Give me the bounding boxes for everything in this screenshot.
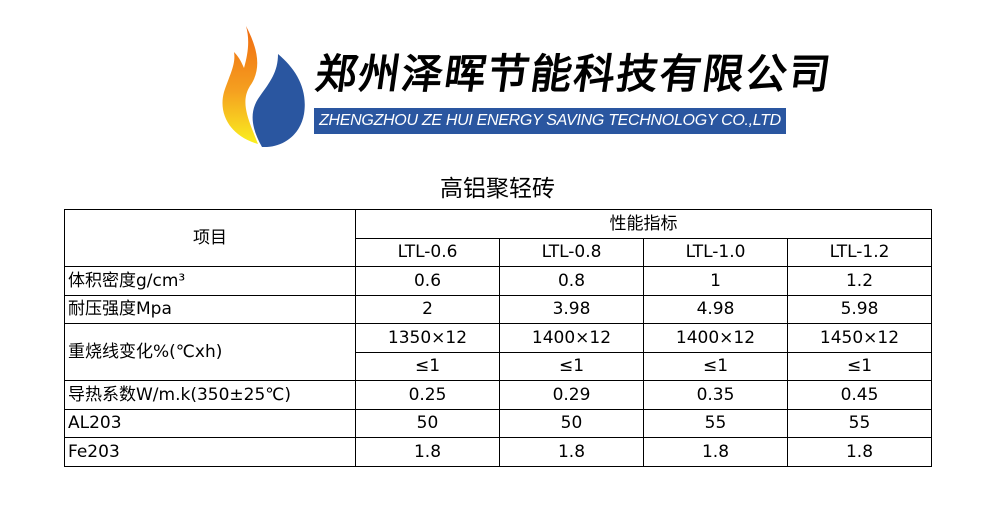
group-header: 性能指标 (355, 209, 932, 239)
cell: 1.8 (643, 437, 788, 467)
cell: 5.98 (787, 294, 932, 324)
row-label: 体积密度g/cm³ (64, 266, 356, 296)
cell: 1350×12 (355, 323, 500, 353)
table-header-row: LTL-0.6 LTL-0.8 LTL-1.0 LTL-1.2 (65, 237, 932, 267)
cell: 0.8 (499, 266, 644, 296)
row-label: 耐压强度Mpa (64, 294, 356, 324)
flame-logo-icon (222, 26, 305, 148)
cell: ≤1 (499, 351, 644, 381)
column-header: LTL-0.8 (499, 237, 644, 267)
cell: 0.45 (787, 380, 932, 410)
page-title: 高铝聚轻砖 (440, 176, 555, 202)
row-label: Fe203 (64, 437, 356, 467)
table-row: 重烧线变化%(℃xh) 1350×12 1400×12 1400×12 1450… (64, 323, 932, 381)
cell: 1400×12 (643, 323, 788, 353)
table-row: ≤1 ≤1 ≤1 ≤1 (65, 351, 932, 381)
cell: 50 (499, 408, 644, 438)
cell: 0.35 (643, 380, 788, 410)
company-name-en: ZHENGZHOU ZE HUI ENERGY SAVING TECHNOLOG… (314, 108, 786, 134)
table-row: 导热系数W/m.k(350±25℃) 0.25 0.29 0.35 0.45 (64, 380, 932, 410)
column-header: LTL-1.0 (643, 237, 788, 267)
cell: 50 (355, 408, 500, 438)
cell: 1.8 (787, 437, 932, 467)
column-header: LTL-1.2 (787, 237, 932, 267)
cell: 2 (355, 294, 500, 324)
cell: 1450×12 (787, 323, 932, 353)
company-name-cn: 郑州泽晖节能科技有限公司 (312, 50, 836, 98)
row-label: AL203 (64, 408, 356, 438)
cell: 55 (787, 408, 932, 438)
column-header: LTL-0.6 (355, 237, 500, 267)
cell: 1.2 (787, 266, 932, 296)
cell: ≤1 (643, 351, 788, 381)
cell: 1 (643, 266, 788, 296)
row-label: 导热系数W/m.k(350±25℃) (64, 380, 356, 410)
cell: ≤1 (355, 351, 500, 381)
cell: 1.8 (499, 437, 644, 467)
table-header-row: 项目 性能指标 (64, 209, 932, 267)
cell: 1400×12 (499, 323, 644, 353)
table-row: AL203 50 50 55 55 (64, 408, 932, 438)
item-header: 项目 (64, 209, 356, 267)
table-row: 体积密度g/cm³ 0.6 0.8 1 1.2 (64, 266, 932, 296)
cell: 0.6 (355, 266, 500, 296)
cell: 55 (643, 408, 788, 438)
cell: 4.98 (643, 294, 788, 324)
cell: ≤1 (787, 351, 932, 381)
spec-table: 项目 性能指标 LTL-0.6 LTL-0.8 LTL-1.0 LTL-1.2 … (64, 209, 932, 467)
row-label: 重烧线变化%(℃xh) (64, 323, 356, 381)
cell: 1.8 (355, 437, 500, 467)
cell: 3.98 (499, 294, 644, 324)
table-row: 耐压强度Mpa 2 3.98 4.98 5.98 (64, 294, 932, 324)
table-row: Fe203 1.8 1.8 1.8 1.8 (64, 437, 932, 467)
cell: 0.29 (499, 380, 644, 410)
cell: 0.25 (355, 380, 500, 410)
